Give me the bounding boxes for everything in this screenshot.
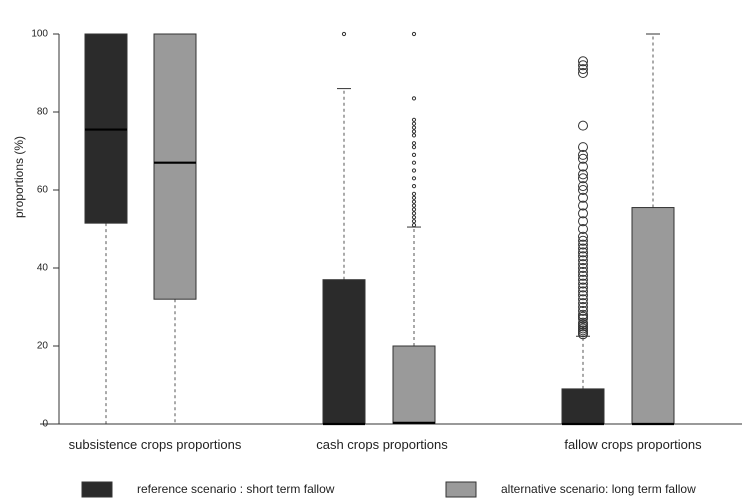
outlier-point — [411, 145, 417, 150]
y-tick-label: 40 — [37, 263, 49, 274]
outlier-point — [578, 251, 588, 262]
outlier-point — [578, 282, 588, 293]
outlier-point — [578, 161, 588, 172]
outlier-point — [578, 64, 588, 75]
outlier-point — [578, 185, 588, 195]
outlier-point — [578, 56, 588, 67]
outlier-point — [578, 68, 588, 78]
outlier-point — [578, 294, 588, 305]
y-tick-label: 0 — [42, 419, 48, 430]
outlier-point — [578, 142, 588, 153]
outlier-point — [578, 270, 588, 281]
box-rect — [631, 207, 675, 425]
box-1-1 — [392, 31, 436, 425]
outlier-point — [411, 117, 417, 122]
outlier-point — [578, 239, 588, 250]
outlier-point — [411, 125, 417, 130]
outlier-point — [578, 208, 588, 219]
y-tick-label: 100 — [31, 29, 48, 40]
x-axis: subsistence crops proportions cash crops … — [69, 437, 702, 452]
outlier-point — [578, 286, 588, 297]
outlier-point — [578, 298, 588, 309]
box-rect — [153, 33, 197, 300]
outlier-point — [411, 199, 417, 204]
outlier-point — [578, 255, 588, 266]
box-0-0 — [84, 33, 128, 425]
outlier-point — [578, 243, 588, 254]
box-rect — [392, 345, 436, 425]
outlier-point — [411, 207, 417, 212]
outlier-point — [578, 120, 588, 131]
outlier-point — [578, 317, 588, 328]
outlier-point — [578, 305, 588, 316]
outlier-point — [411, 195, 417, 200]
outlier-point — [411, 96, 417, 101]
outlier-point — [578, 60, 588, 71]
box-rect — [561, 388, 605, 425]
box-0-1 — [153, 33, 197, 425]
outlier-point — [578, 302, 588, 312]
outlier-point — [578, 290, 588, 301]
outlier-point — [411, 215, 417, 220]
outlier-point — [411, 176, 417, 181]
outlier-point — [578, 149, 588, 160]
outlier-point — [411, 203, 417, 208]
y-tick-label: 80 — [37, 107, 49, 118]
outlier-point — [411, 223, 417, 228]
outlier-point — [578, 231, 588, 242]
outlier-point — [411, 121, 417, 126]
legend-swatch — [81, 481, 113, 498]
outlier-point — [578, 224, 588, 234]
legend-label: reference scenario : short term fallow — [137, 482, 335, 496]
outlier-point — [578, 192, 588, 203]
outlier-point — [411, 160, 417, 165]
outlier-point — [341, 31, 347, 37]
outlier-point — [411, 191, 417, 196]
legend-label: alternative scenario: long term fallow — [501, 482, 696, 496]
outlier-point — [578, 173, 588, 184]
outlier-point — [411, 129, 417, 134]
outlier-point — [411, 219, 417, 224]
outlier-point — [411, 152, 417, 157]
outlier-point — [411, 133, 417, 138]
legend-item-0: reference scenario : short term fallow — [81, 481, 335, 498]
box-rect — [322, 279, 366, 425]
boxes — [84, 31, 675, 426]
outlier-point — [578, 216, 588, 227]
outlier-point — [578, 274, 588, 285]
outlier-point — [411, 141, 417, 146]
outlier-point — [578, 278, 588, 289]
outlier-point — [578, 259, 588, 270]
outlier-point — [578, 266, 588, 277]
legend-item-1: alternative scenario: long term fallow — [445, 481, 696, 498]
outlier-point — [578, 309, 588, 320]
x-tick-label: cash crops proportions — [316, 437, 448, 452]
outlier-point — [411, 31, 417, 37]
y-tick-label: 20 — [37, 341, 49, 352]
outlier-point — [411, 168, 417, 173]
box-2-0 — [561, 56, 605, 426]
outlier-point — [411, 211, 417, 216]
y-axis: 0 20 40 60 80 100 — [31, 29, 59, 430]
legend: reference scenario : short term fallow al… — [81, 481, 696, 498]
y-tick-label: 60 — [37, 185, 49, 196]
outlier-point — [578, 169, 588, 180]
box-2-1 — [631, 33, 675, 426]
outlier-point — [578, 153, 588, 164]
outlier-point — [578, 247, 588, 258]
legend-swatch — [445, 481, 477, 498]
outlier-point — [578, 235, 588, 246]
x-tick-label: subsistence crops proportions — [69, 437, 242, 452]
x-tick-label: fallow crops proportions — [564, 437, 702, 452]
outlier-point — [578, 200, 588, 211]
box-1-0 — [322, 31, 366, 426]
outlier-point — [578, 263, 588, 273]
outlier-point — [411, 184, 417, 189]
outlier-point — [578, 181, 588, 192]
y-axis-label: proportions (%) — [12, 136, 26, 218]
